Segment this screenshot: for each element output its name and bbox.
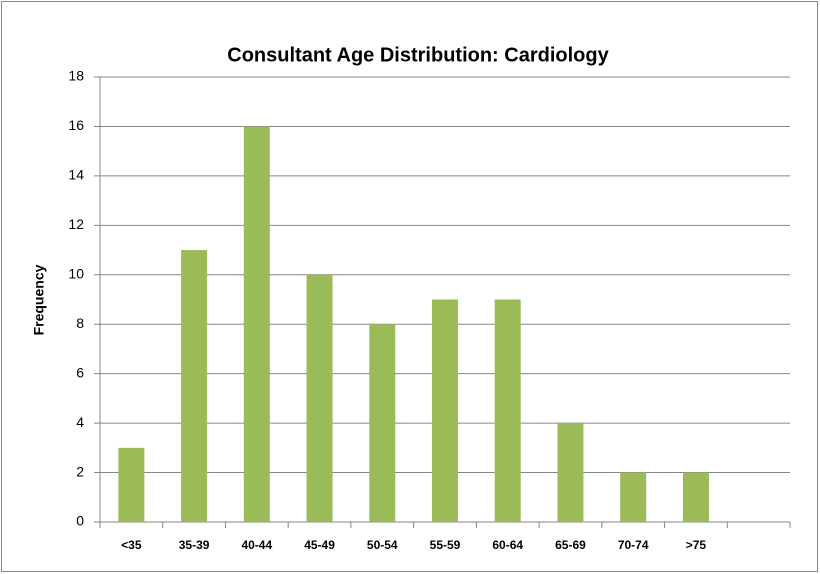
y-tick-label: 8 xyxy=(76,315,84,331)
y-tick-label: 4 xyxy=(76,414,84,430)
x-tick-label: 60-64 xyxy=(492,538,523,552)
y-tick-label: 6 xyxy=(76,364,84,380)
y-axis-label: Frequency xyxy=(31,264,47,335)
x-tick-label: 65-69 xyxy=(555,538,586,552)
y-tick-label: 16 xyxy=(68,117,84,133)
x-tick-label: 35-39 xyxy=(179,538,210,552)
bar xyxy=(682,472,709,522)
bar xyxy=(620,472,647,522)
y-tick-label: 10 xyxy=(68,265,84,281)
bar xyxy=(118,447,145,522)
y-tick-label: 12 xyxy=(68,216,84,232)
x-tick-label: 70-74 xyxy=(618,538,649,552)
x-tick-label: <35 xyxy=(121,538,142,552)
x-tick-label: 55-59 xyxy=(430,538,461,552)
y-tick-label: 14 xyxy=(68,167,84,183)
chart-title: Consultant Age Distribution: Cardiology xyxy=(227,44,609,66)
bar xyxy=(557,423,584,522)
bar xyxy=(369,324,396,522)
bar xyxy=(432,299,458,522)
x-tick-label: 45-49 xyxy=(304,538,335,552)
bar xyxy=(306,274,333,522)
x-tick-label: >75 xyxy=(686,538,707,552)
y-tick-label: 0 xyxy=(76,513,84,529)
bar xyxy=(243,126,270,522)
y-tick-label: 18 xyxy=(68,68,84,84)
x-tick-label: 50-54 xyxy=(367,538,398,552)
x-tick-label: 40-44 xyxy=(241,538,272,552)
bar xyxy=(494,299,521,522)
bar xyxy=(181,250,208,523)
y-tick-label: 2 xyxy=(76,463,84,479)
